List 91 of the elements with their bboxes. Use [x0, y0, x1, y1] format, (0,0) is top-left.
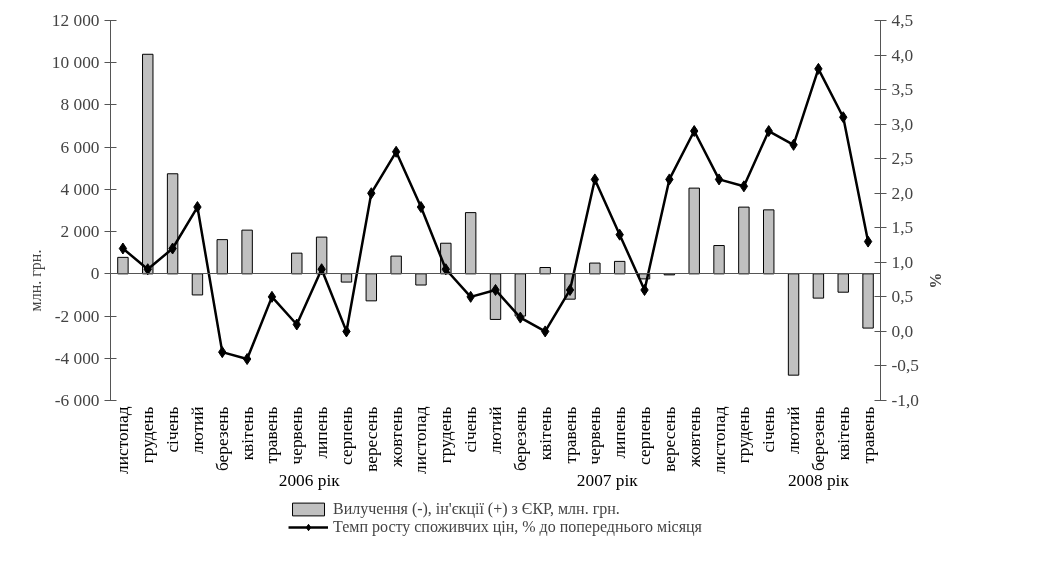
x-tick-label: квітень	[833, 406, 853, 461]
bar	[688, 187, 700, 275]
point	[242, 353, 252, 366]
x-tick-label: серпень	[336, 406, 356, 465]
x-tick-label: жовтень	[684, 406, 704, 468]
x-tick-label: грудень	[138, 406, 158, 464]
x-tick-label: лютий	[784, 406, 804, 454]
y2-tick-label: 1,5	[891, 218, 914, 238]
y-tick-label: 6 000	[60, 137, 100, 157]
y-tick-label: 10 000	[51, 53, 100, 73]
legend-label: Вилучення (-), ін'єкції (+) з ЄКР, млн. грн.	[333, 500, 620, 518]
bar	[787, 273, 800, 376]
x-tick-label: березень	[808, 406, 828, 472]
x-tick-label: липень	[312, 406, 332, 459]
x-tick-label: травень	[560, 406, 580, 464]
bar	[862, 273, 874, 329]
y2-tick-label: 2,0	[891, 183, 914, 203]
x-tick-label: квітень	[535, 406, 555, 461]
x-tick-label: червень	[585, 406, 605, 465]
y2-tick-label: 1,0	[891, 252, 914, 272]
bar	[117, 256, 129, 275]
y-tick-label: 8 000	[60, 95, 100, 115]
x-tick-label: жовтень	[386, 406, 406, 468]
y2-tick-label: 3,0	[891, 114, 914, 134]
point	[714, 173, 724, 186]
bar	[464, 212, 477, 275]
y-tick-label: -4 000	[54, 348, 100, 368]
bar	[763, 209, 775, 275]
legend-label: Темп росту споживчих цін, % до попереднього місяця	[333, 518, 702, 536]
x-tick-label: листопад	[709, 406, 729, 474]
bar	[340, 273, 353, 283]
x-tick-label: листопад	[411, 406, 431, 474]
y-axis-title: млн. грн.	[26, 249, 45, 312]
bar	[738, 206, 750, 275]
point	[565, 283, 575, 296]
y2-tick-label: -1,0	[891, 391, 919, 410]
x-tick-label: травень	[262, 406, 282, 464]
bar	[837, 273, 849, 293]
x-tick-label: січень	[759, 406, 779, 453]
x-tick-label: березень	[212, 406, 232, 472]
bar	[613, 260, 626, 275]
point	[739, 180, 749, 193]
y2-tick-label: 0,0	[891, 321, 914, 341]
y-tick-label: -6 000	[54, 391, 100, 410]
y-tick-label: 12 000	[51, 11, 100, 30]
y2-tick-label: -0,5	[891, 356, 919, 376]
bar	[216, 239, 228, 275]
point	[863, 235, 873, 248]
x-tick-label: січень	[163, 406, 183, 453]
bar	[241, 229, 253, 275]
x-tick-label: грудень	[734, 406, 754, 464]
point	[118, 242, 128, 255]
x-tick-label: грудень	[436, 406, 456, 464]
x-tick-label: вересень	[659, 406, 679, 472]
y-tick-label: 2 000	[60, 222, 100, 242]
y2-tick-label: 4,0	[891, 45, 914, 65]
bar	[365, 273, 378, 302]
bar	[812, 273, 825, 299]
x-tick-label: липень	[610, 406, 630, 459]
bar	[390, 255, 402, 275]
x-tick-label: вересень	[361, 406, 381, 472]
bar	[166, 173, 179, 275]
point	[590, 173, 600, 186]
bar	[713, 245, 725, 275]
bar	[589, 262, 601, 275]
text: 2007 рік	[576, 471, 639, 490]
bar	[191, 273, 204, 296]
x-tick-label: лютий	[486, 406, 505, 454]
point	[267, 290, 277, 303]
x-tick-label: серпень	[635, 406, 655, 465]
y2-tick-label: 3,5	[891, 80, 914, 100]
bar	[415, 273, 427, 286]
x-tick-label: лютий	[187, 406, 207, 454]
x-tick-label: березень	[510, 406, 530, 472]
text: 2008 рік	[787, 471, 850, 490]
y2-tick-label: 4,5	[891, 11, 914, 30]
x-tick-label: квітень	[237, 406, 257, 461]
y-tick-label: 4 000	[60, 179, 100, 199]
x-tick-label: травень	[858, 406, 878, 464]
x-tick-label: січень	[461, 406, 481, 453]
x-tick-label: листопад	[113, 406, 133, 474]
x-tick-label: червень	[287, 406, 307, 465]
y2-tick-label: 2,5	[891, 149, 914, 169]
text: 2006 рік	[278, 471, 341, 490]
point	[391, 145, 401, 158]
y2-tick-label: 0,5	[891, 287, 914, 307]
bar	[291, 252, 303, 275]
y-tick-label: 0	[90, 264, 100, 284]
point	[416, 201, 426, 214]
y-tick-label: -2 000	[54, 306, 100, 326]
y2-axis-title: %	[926, 272, 944, 289]
